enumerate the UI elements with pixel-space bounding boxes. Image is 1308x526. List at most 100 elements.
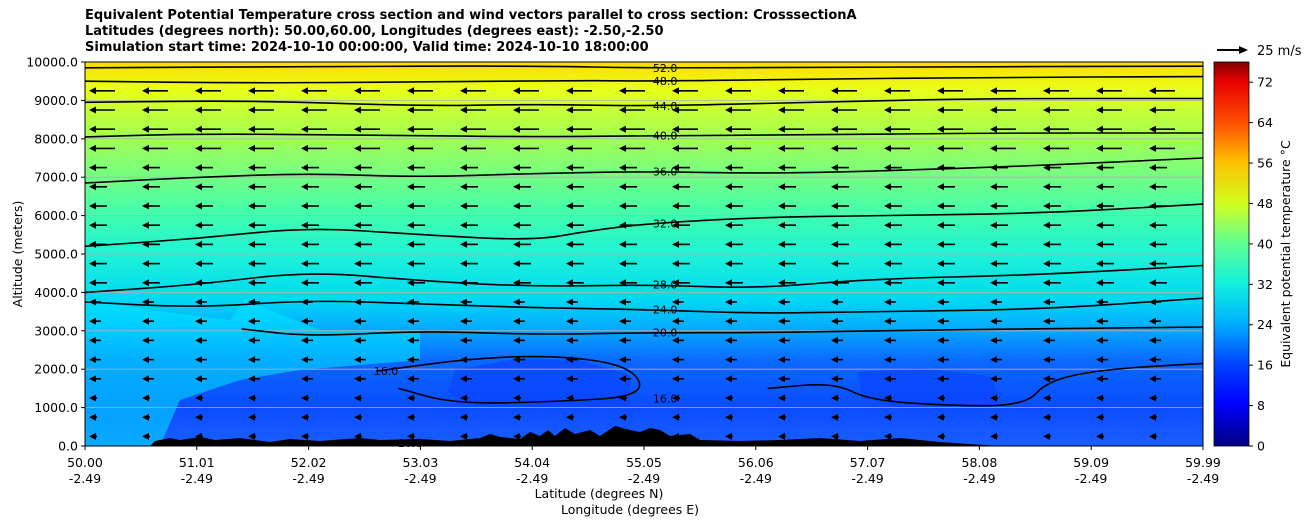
wind-arrow — [89, 183, 107, 191]
wind-arrow — [1149, 164, 1167, 172]
wind-arrow — [619, 260, 637, 268]
wind-arrow — [1202, 301, 1203, 303]
wind-arrow — [725, 164, 743, 172]
contour-line-16.0 — [375, 355, 641, 404]
contour-label: 20.0 — [653, 327, 678, 340]
wind-arrow — [937, 394, 945, 402]
wind-arrow — [725, 221, 743, 229]
wind-arrow — [778, 183, 796, 191]
wind-arrow — [248, 240, 266, 248]
wind-arrow — [990, 279, 1008, 287]
wind-arrow — [195, 279, 213, 287]
wind-arrow — [89, 375, 101, 383]
contour-label: 44.0 — [653, 100, 678, 113]
wind-arrow — [1043, 221, 1061, 229]
wind-arrow — [460, 221, 478, 229]
wind-arrow — [831, 202, 849, 210]
wind-arrow — [884, 106, 910, 114]
wind-arrow — [248, 298, 260, 306]
wind-arrow — [937, 87, 963, 95]
wind-arrow — [1202, 339, 1203, 341]
wind-arrow — [460, 394, 468, 402]
wind-arrow — [831, 336, 843, 344]
wind-arrow — [1096, 202, 1114, 210]
wind-arrow — [937, 125, 963, 133]
wind-arrow — [990, 183, 1008, 191]
wind-arrow — [937, 432, 945, 440]
wind-arrow — [725, 202, 743, 210]
wind-arrow — [672, 336, 684, 344]
wind-arrow — [1043, 356, 1055, 364]
wind-arrow — [990, 221, 1008, 229]
wind-arrow — [990, 164, 1008, 172]
wind-arrow — [619, 221, 637, 229]
x-tick-label-lat: 52.02 — [291, 455, 327, 470]
wind-arrow — [672, 260, 690, 268]
wind-arrow — [513, 183, 531, 191]
wind-arrow — [407, 183, 425, 191]
wind-arrow — [195, 87, 221, 95]
wind-arrow — [619, 202, 637, 210]
wind-arrow — [460, 240, 478, 248]
quiver-key-label: 25 m/s — [1257, 44, 1302, 59]
wind-arrow — [142, 317, 154, 325]
wind-arrow — [301, 375, 313, 383]
wind-arrow — [460, 413, 468, 421]
wind-arrow — [884, 202, 902, 210]
terrain-contour-label: 16.0 — [398, 437, 423, 450]
wind-arrow — [89, 394, 97, 402]
wind-arrow — [195, 221, 213, 229]
wind-arrow — [566, 221, 584, 229]
wind-arrow — [142, 298, 154, 306]
colorbar-tick-label: 40 — [1257, 236, 1273, 251]
wind-arrow — [248, 375, 260, 383]
wind-arrow — [831, 279, 849, 287]
wind-arrow — [460, 202, 478, 210]
wind-arrow — [619, 144, 645, 152]
wind-arrow — [195, 298, 207, 306]
colorbar-tick-label: 24 — [1257, 317, 1273, 332]
wind-arrow — [407, 202, 425, 210]
terrain-label: 16.0 — [398, 437, 423, 450]
wind-arrow — [778, 375, 790, 383]
wind-arrow — [142, 221, 160, 229]
wind-arrow — [301, 125, 327, 133]
x-tick-label-lat: 57.07 — [850, 455, 886, 470]
wind-arrow — [1149, 240, 1167, 248]
wind-arrow — [460, 164, 478, 172]
wind-arrow — [990, 125, 1016, 133]
wind-arrow — [937, 317, 949, 325]
wind-arrow — [1149, 279, 1167, 287]
wind-arrow — [248, 413, 256, 421]
wind-arrow — [884, 183, 902, 191]
wind-arrow — [142, 164, 160, 172]
wind-arrow — [195, 202, 213, 210]
wind-arrow — [778, 279, 796, 287]
wind-arrow — [672, 164, 690, 172]
wind-arrow — [407, 106, 433, 114]
wind-arrow — [831, 87, 857, 95]
wind-arrow — [778, 221, 796, 229]
wind-arrow — [884, 394, 892, 402]
wind-arrow — [1149, 298, 1161, 306]
wind-arrow — [1043, 375, 1055, 383]
wind-arrow — [884, 432, 892, 440]
terrain-silhouette — [150, 426, 1000, 446]
colorbar-tick-label: 56 — [1257, 156, 1273, 171]
x-tick-label-lat: 59.09 — [1073, 455, 1109, 470]
wind-arrow — [884, 279, 902, 287]
y-tick-label: 8000.0 — [34, 131, 78, 146]
colorbar-tick-label: 72 — [1257, 75, 1273, 90]
wind-arrow — [1149, 202, 1167, 210]
colorbar-label: Equivalent potential temperature °C — [1278, 140, 1293, 368]
wind-arrow — [831, 356, 843, 364]
wind-arrow — [195, 144, 221, 152]
wind-arrow — [725, 240, 743, 248]
wind-arrow — [142, 394, 150, 402]
wind-arrow — [513, 413, 521, 421]
wind-arrow — [831, 432, 839, 440]
wind-arrow — [301, 356, 313, 364]
wind-arrow — [1202, 320, 1203, 322]
title-line-3: Simulation start time: 2024-10-10 00:00:… — [85, 40, 649, 55]
title-line-1: Equivalent Potential Temperature cross s… — [85, 8, 857, 23]
